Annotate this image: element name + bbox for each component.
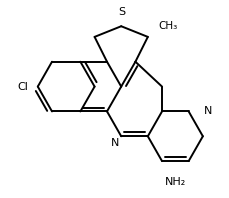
Text: N: N xyxy=(203,106,211,116)
Text: S: S xyxy=(118,7,125,17)
Text: NH₂: NH₂ xyxy=(164,177,185,187)
Text: CH₃: CH₃ xyxy=(158,21,177,31)
Text: N: N xyxy=(110,138,119,148)
Text: Cl: Cl xyxy=(17,82,28,92)
